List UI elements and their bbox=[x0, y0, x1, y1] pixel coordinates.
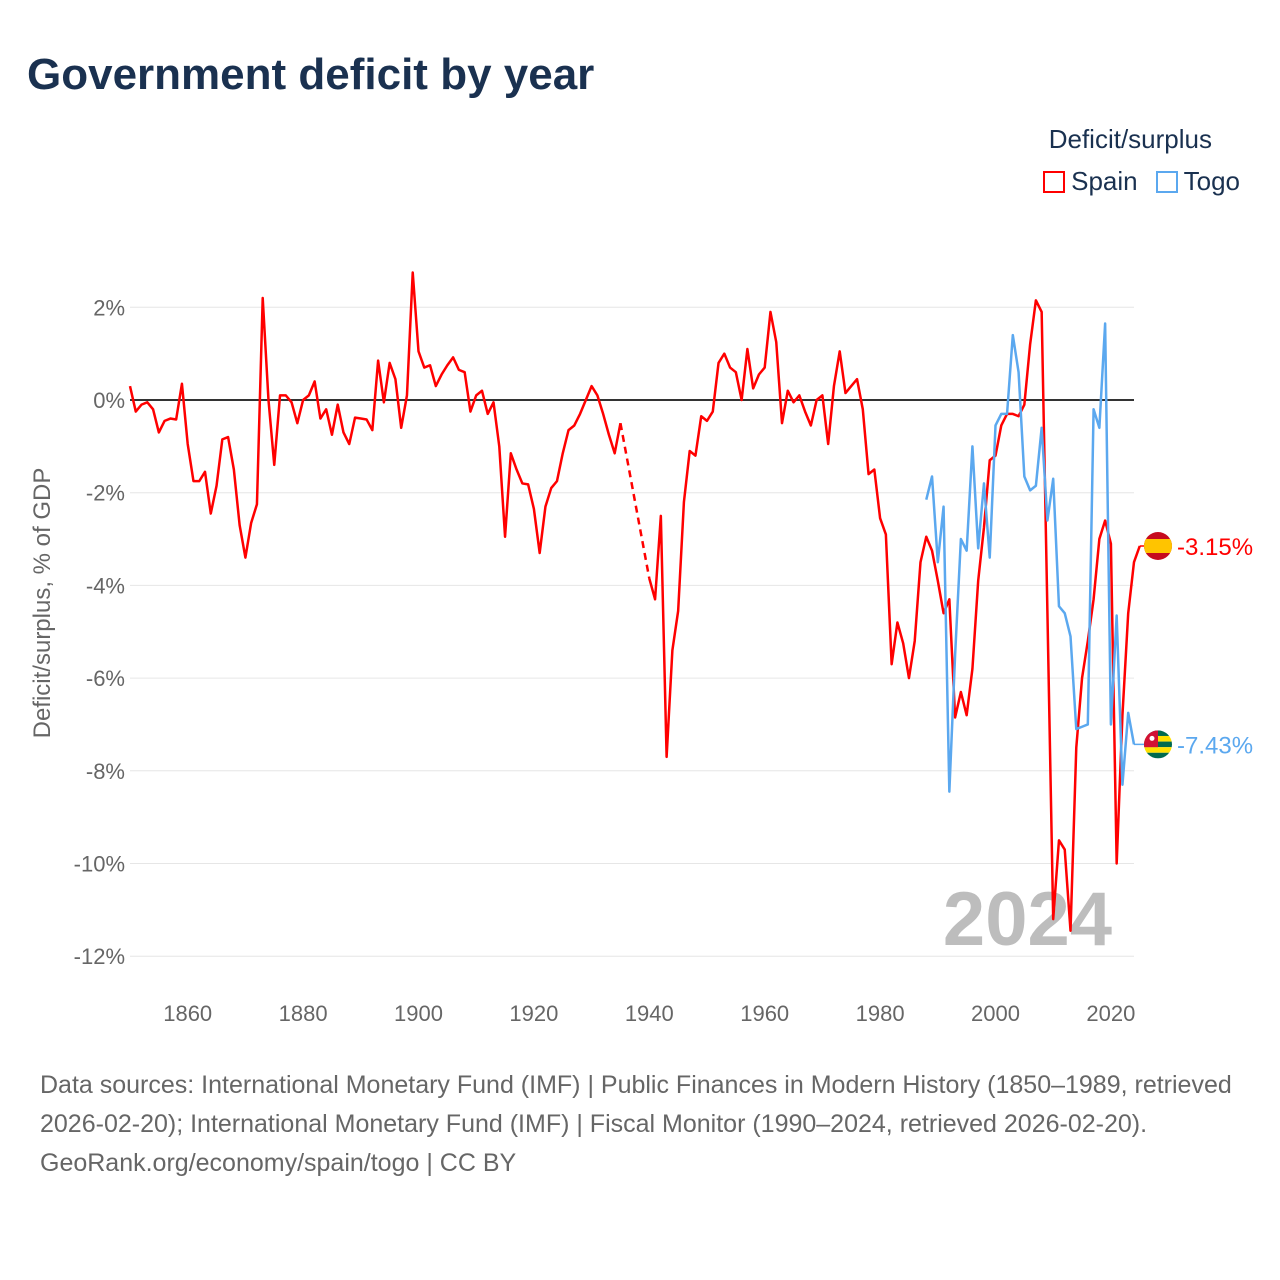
end-label-spain: -3.15% bbox=[1177, 534, 1253, 561]
x-tick-label: 1900 bbox=[394, 1001, 443, 1026]
legend-label-spain: Spain bbox=[1071, 166, 1138, 196]
series-line-spain bbox=[128, 271, 622, 559]
y-tick-label: 2% bbox=[93, 295, 125, 320]
legend-swatch-togo bbox=[1155, 170, 1178, 193]
y-tick-label: -12% bbox=[74, 944, 125, 969]
x-tick-label: 1880 bbox=[279, 1001, 328, 1026]
legend-item-togo[interactable]: Togo bbox=[1155, 166, 1240, 197]
x-tick-label: 2000 bbox=[971, 1001, 1020, 1026]
x-tick-label: 1860 bbox=[163, 1001, 212, 1026]
x-tick-label: 1920 bbox=[509, 1001, 558, 1026]
end-labels: -3.15% -7.43% bbox=[1133, 532, 1253, 759]
y-axis-label: Deficit/surplus, % of GDP bbox=[29, 468, 56, 739]
legend-item-spain[interactable]: Spain bbox=[1043, 166, 1138, 197]
legend-swatch-spain bbox=[1043, 170, 1066, 193]
legend: Spain Togo bbox=[1043, 166, 1240, 197]
end-label-togo: -7.43% bbox=[1177, 732, 1253, 759]
legend-label-togo: Togo bbox=[1183, 166, 1240, 196]
y-tick-label: -4% bbox=[86, 573, 125, 598]
grid: 2% 0% -2% -4% -6% -8% -10% -12% 1860 1880 1900 1920… bbox=[74, 295, 1136, 1026]
legend-title: Deficit/surplus bbox=[1048, 124, 1212, 154]
x-tick-label: 1980 bbox=[856, 1001, 905, 1026]
line-chart: 2% 0% -2% -4% -6% -8% -10% -12% 1860 1880 1900 1920… bbox=[29, 271, 1253, 1026]
y-tick-label: 0% bbox=[93, 388, 125, 413]
flag-spain-icon bbox=[1144, 532, 1172, 561]
chart-title: Government deficit by year bbox=[27, 50, 595, 99]
y-tick-label: -8% bbox=[86, 759, 125, 784]
data-sources: Data sources: International Monetary Fun… bbox=[40, 1071, 1232, 1138]
footer: Data sources: International Monetary Fun… bbox=[40, 1066, 1240, 1183]
y-tick-label: -2% bbox=[86, 481, 125, 506]
credit-link[interactable]: GeoRank.org/economy/spain/togo | CC BY bbox=[40, 1149, 517, 1177]
series-line-spain bbox=[648, 299, 1141, 932]
x-tick-label: 1960 bbox=[740, 1001, 789, 1026]
flag-togo-icon bbox=[1144, 730, 1172, 759]
year-watermark: 2024 bbox=[943, 877, 1112, 962]
x-tick-label: 1940 bbox=[625, 1001, 674, 1026]
x-tick-label: 2020 bbox=[1086, 1001, 1135, 1026]
series-gap-spain bbox=[619, 422, 651, 579]
series-line-togo bbox=[925, 322, 1136, 793]
series-lines bbox=[128, 271, 1141, 932]
y-tick-label: -10% bbox=[74, 852, 125, 877]
y-tick-label: -6% bbox=[86, 666, 125, 691]
